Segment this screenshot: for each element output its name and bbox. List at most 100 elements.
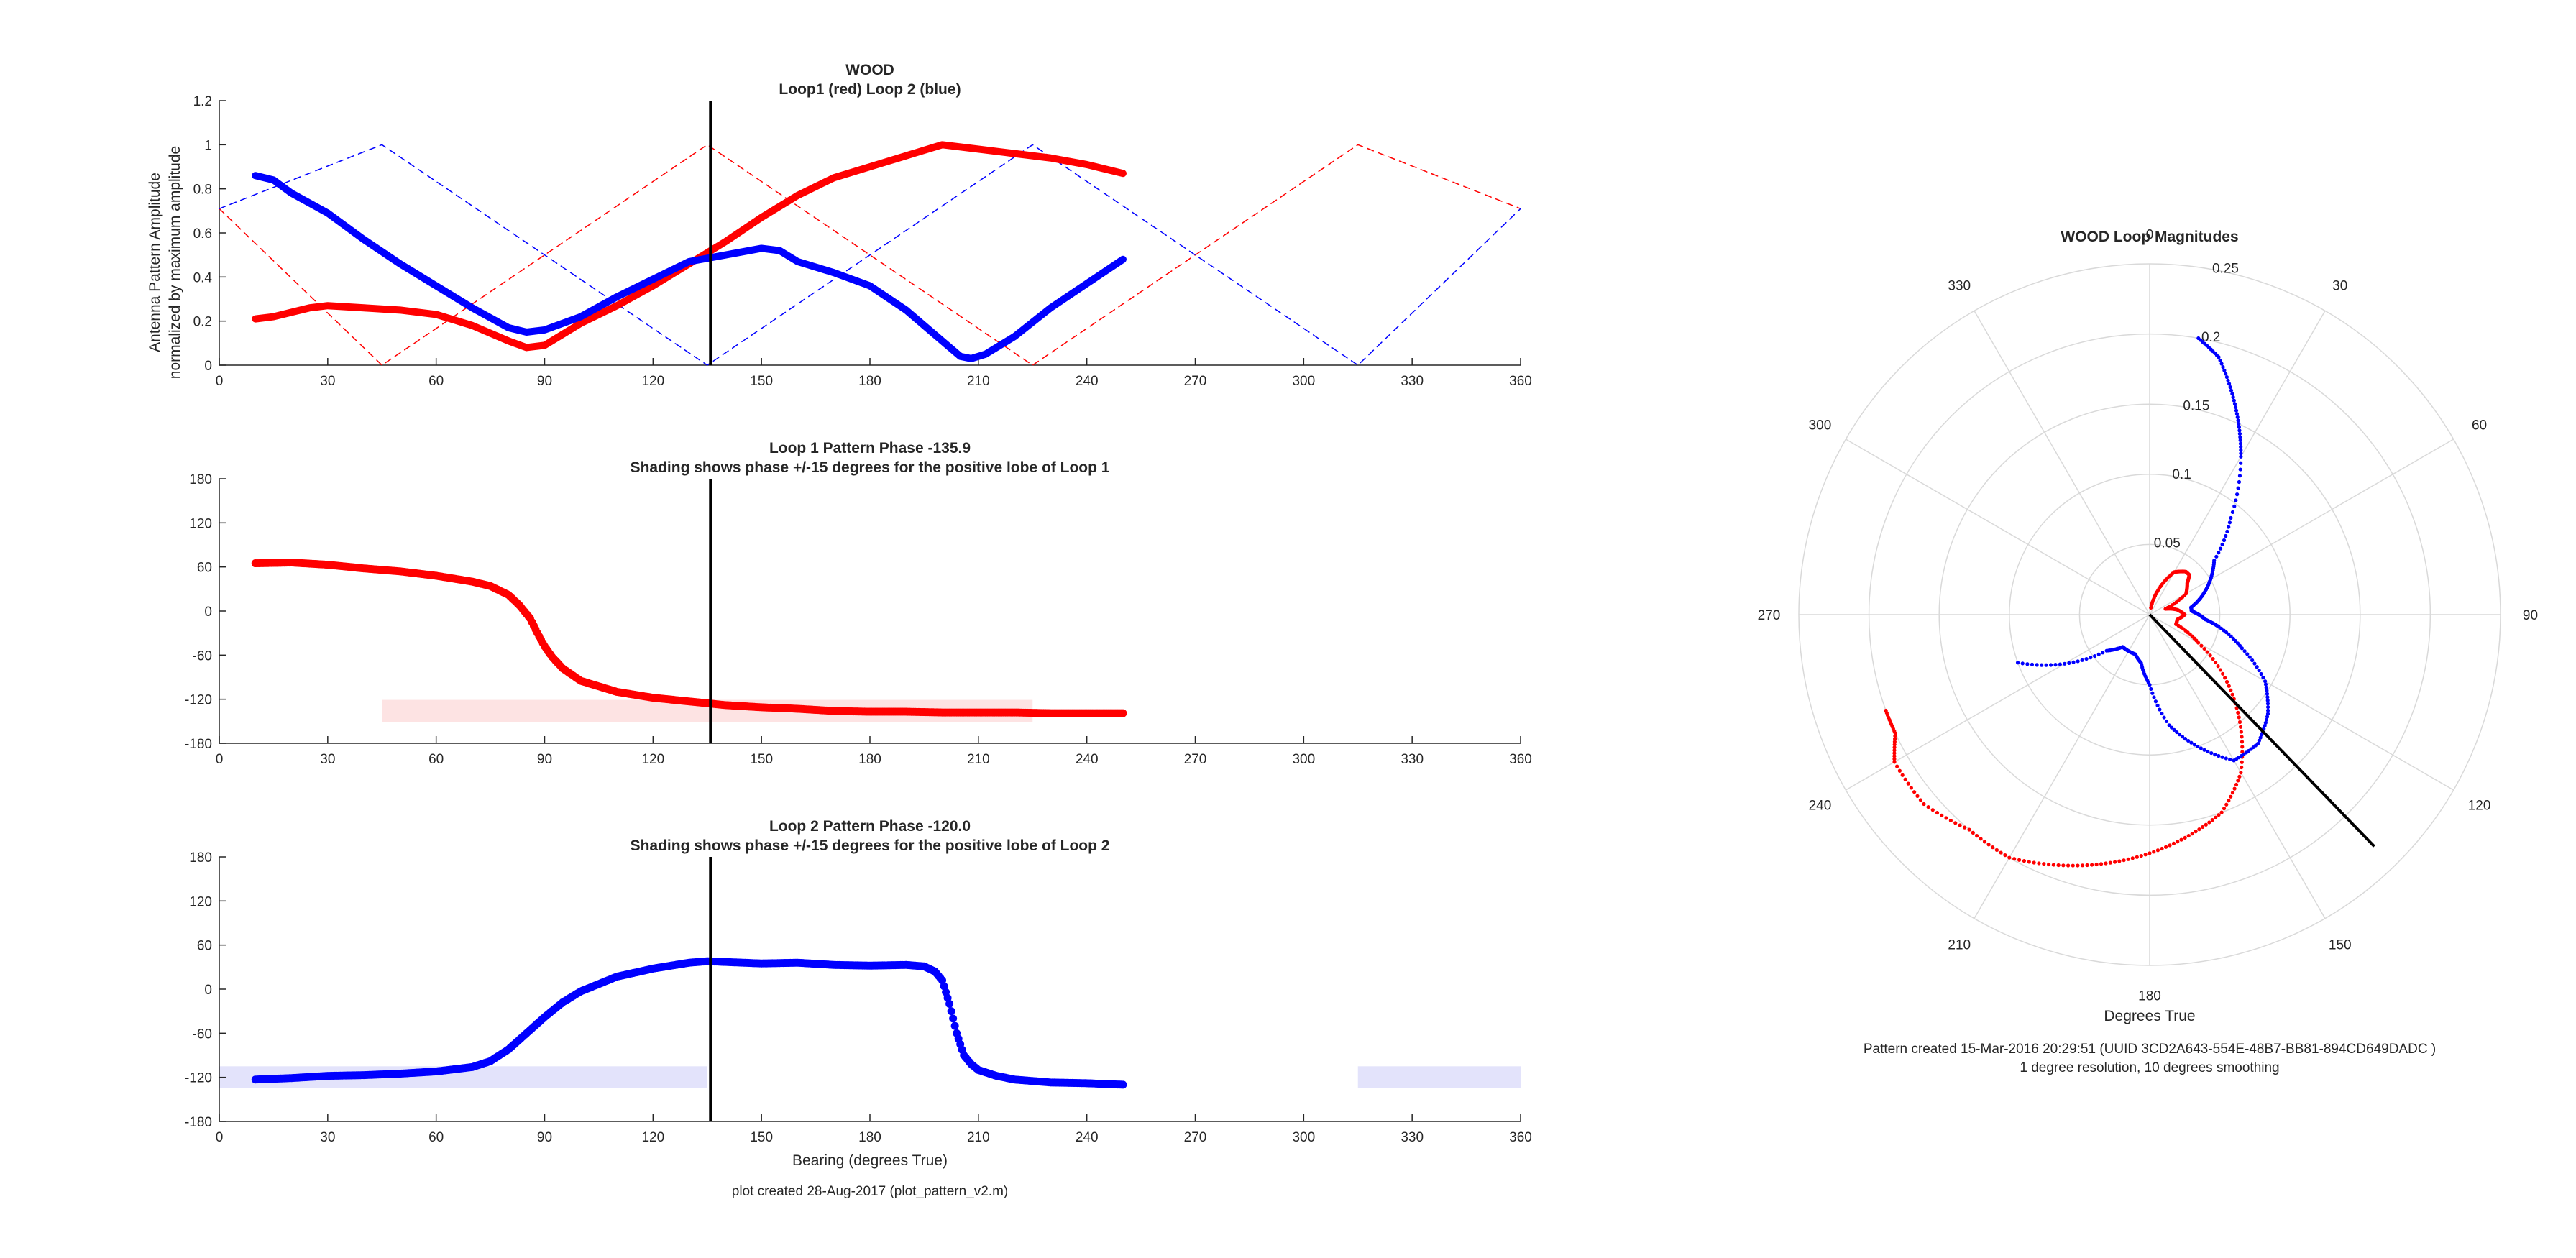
loop2-phase-x-tick-label: 270 <box>1184 1130 1207 1145</box>
loop1-magnitude-point <box>2218 668 2223 672</box>
loop1-phase-x-tick-label: 360 <box>1509 752 1532 767</box>
loop1-magnitude-point <box>1906 781 1910 786</box>
loop1-magnitude-point <box>1930 808 1935 812</box>
loop2-phase-title: Loop 2 Pattern Phase -120.0 <box>769 818 971 835</box>
loop2-magnitude-point <box>2096 652 2101 656</box>
amplitude-panel: WOOD Loop1 (red) Loop 2 (blue) Antenna P… <box>147 62 1532 389</box>
polar-title: WOOD Loop Magnitudes <box>2061 229 2238 245</box>
loop2-magnitude-point <box>2231 636 2235 641</box>
loop2-magnitude-point <box>2025 662 2030 666</box>
loop2-magnitude-point <box>2265 712 2270 716</box>
loop1-magnitude-point <box>2155 848 2160 853</box>
loop2-magnitude-point <box>2044 663 2048 667</box>
amplitude-subtitle: Loop1 (red) Loop 2 (blue) <box>779 81 961 98</box>
loop2-magnitude-point <box>2239 461 2243 465</box>
loop1-magnitude-point <box>2207 820 2211 825</box>
loop1-magnitude-point <box>2227 684 2231 688</box>
loop2-magnitude-point <box>2240 646 2244 651</box>
polar-theta-label: 240 <box>1809 799 1832 814</box>
loop1-magnitude-point <box>2171 841 2176 845</box>
loop1-magnitude-point <box>1986 843 1991 847</box>
polar-theta-label: 150 <box>2329 938 2352 953</box>
polar-grid-spoke <box>2149 311 2326 615</box>
loop1-magnitude-point <box>1940 813 1944 817</box>
loop1-magnitude-point <box>1893 737 1897 741</box>
loop2-amplitude-line <box>252 172 1127 362</box>
loop1-magnitude-point <box>2164 845 2168 849</box>
loop1-phase-subtitle: Shading shows phase +/-15 degrees for th… <box>631 459 1110 476</box>
loop1-magnitude-point <box>2012 857 2017 861</box>
loop2-magnitude-point <box>2265 698 2270 702</box>
amplitude-x-tick-label: 120 <box>641 374 664 389</box>
loop1-magnitude-point <box>2238 725 2243 729</box>
loop1-magnitude-point <box>1892 754 1897 758</box>
loop1-magnitude-point <box>1892 740 1897 744</box>
loop2-phase-x-tick-label: 360 <box>1509 1130 1532 1145</box>
loop1-magnitude-point <box>2176 840 2180 844</box>
loop1-magnitude-point <box>2240 765 2244 770</box>
amplitude-ylabel-2: normalized by maximum amplitude <box>167 146 183 379</box>
loop1-magnitude-point <box>2208 653 2212 658</box>
loop1-magnitude-point <box>1944 816 1948 820</box>
loop1-magnitude-point <box>2214 815 2218 819</box>
loop2-magnitude-point <box>2158 707 2162 712</box>
loop1-magnitude-point <box>2240 745 2245 749</box>
loop1-magnitude-point <box>1892 751 1897 756</box>
loop1-phase-y-tick-label: -180 <box>185 737 212 752</box>
amplitude-x-tick-label: 210 <box>967 374 990 389</box>
loop2-magnitude-point <box>2247 655 2252 659</box>
loop1-magnitude-point <box>2071 863 2075 868</box>
polar-theta-label: 60 <box>2472 418 2487 433</box>
loop1-magnitude-point <box>1935 810 1940 815</box>
loop1-magnitude-point <box>2236 710 2240 715</box>
loop1-magnitude-point <box>2047 862 2051 867</box>
loop2-magnitude-point <box>2053 663 2058 667</box>
polar-theta-label: 330 <box>1948 278 1971 293</box>
loop2-ideal-pattern-line <box>219 144 1521 366</box>
loop1-magnitude-point <box>2085 863 2089 868</box>
amplitude-x-tick-label: 180 <box>858 374 881 389</box>
amplitude-x-tick-label: 90 <box>537 374 552 389</box>
loop2-magnitude-point <box>2239 451 2243 456</box>
loop1-magnitude-point <box>2135 855 2139 859</box>
loop2-magnitude-point <box>2067 661 2071 665</box>
loop2-phase-y-tick-label: 60 <box>197 939 212 954</box>
loop2-magnitude-point <box>2260 733 2264 737</box>
loop2-magnitude-point <box>2237 479 2242 485</box>
loop2-magnitude-point <box>2237 643 2242 648</box>
polar-grid-spoke <box>2149 614 2454 791</box>
amplitude-ylabel: Antenna Pattern Amplitude <box>147 173 163 352</box>
loop1-magnitude-point <box>1953 821 1958 825</box>
loop1-phase-title: Loop 1 Pattern Phase -135.9 <box>769 440 971 456</box>
loop2-magnitude-point <box>2259 671 2263 676</box>
loop2-magnitude-point <box>2218 358 2222 362</box>
loop1-magnitude-point <box>2205 650 2209 654</box>
loop1-magnitude-point <box>2229 794 2233 799</box>
amplitude-y-tick-label: 0.4 <box>193 270 213 285</box>
loop2-phase-point <box>949 1014 958 1023</box>
loop1-magnitude-point <box>2051 863 2055 867</box>
loop2-magnitude-point <box>2218 546 2223 551</box>
loop2-magnitude-point <box>2245 652 2250 656</box>
polar-bearing-marker <box>2148 613 2375 848</box>
loop1-magnitude-point <box>2108 860 2112 865</box>
loop1-magnitude-point <box>2007 855 2012 860</box>
loop1-magnitude-point <box>2224 802 2229 807</box>
loop1-magnitude-point <box>2099 862 2104 866</box>
loop1-magnitude-point <box>1962 825 1967 830</box>
loop2-magnitude-point <box>2239 448 2243 452</box>
loop2-magnitude-point <box>2258 735 2263 740</box>
polar-theta-label: 120 <box>2468 799 2491 814</box>
loop2-magnitude-point <box>2239 454 2243 459</box>
loop2-magnitude-point <box>2217 355 2221 359</box>
polar-xlabel: Degrees True <box>2104 1008 2195 1024</box>
loop1-magnitude-point <box>2234 782 2239 787</box>
loop2-magnitude-point <box>2235 492 2240 497</box>
loop2-magnitude-point <box>2237 431 2242 436</box>
loop2-magnitude-point <box>2226 378 2230 382</box>
loop1-magnitude-point <box>1892 745 1897 750</box>
loop2-phase-y-tick-label: 120 <box>189 894 212 909</box>
loop2-magnitude-point <box>2219 362 2224 366</box>
loop2-magnitude-point <box>2265 715 2270 719</box>
